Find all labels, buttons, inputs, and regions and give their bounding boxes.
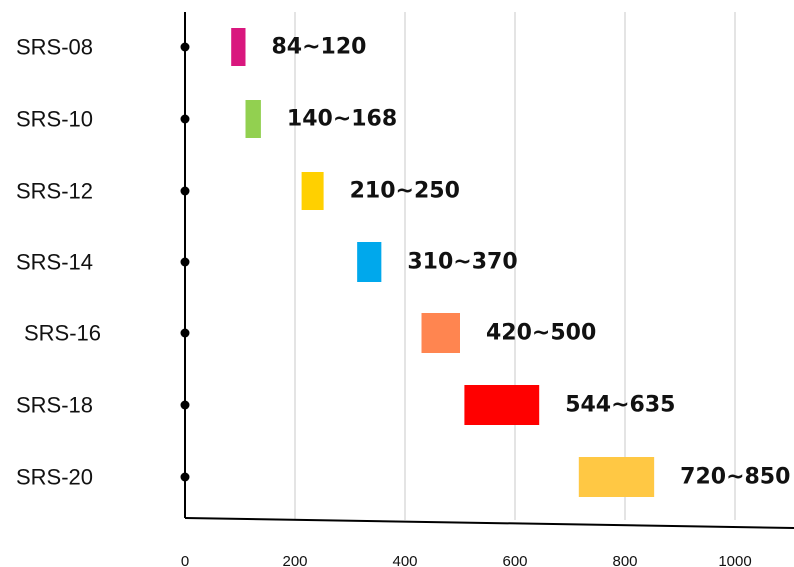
axis-markers <box>180 42 190 482</box>
category-label: SRS-12 <box>16 179 93 204</box>
category-label: SRS-08 <box>16 35 93 60</box>
range-label: 210~250 <box>350 179 460 204</box>
range-bar <box>464 385 540 425</box>
axis-dot <box>180 186 190 196</box>
category-label: SRS-16 <box>24 321 101 346</box>
axis-dot <box>180 42 190 52</box>
x-tick-label: 400 <box>392 553 417 567</box>
category-label: SRS-20 <box>16 465 93 490</box>
range-label: 310~370 <box>407 250 517 275</box>
range-label: 84~120 <box>272 35 367 60</box>
axis-dot <box>180 472 190 482</box>
gridlines <box>294 12 736 520</box>
axis-dot <box>180 328 190 338</box>
axis-dot <box>180 114 190 124</box>
x-tick-label: 0 <box>181 553 189 567</box>
range-bar <box>578 457 655 497</box>
x-tick-label: 1000 <box>718 553 751 567</box>
range-bar <box>357 242 382 282</box>
x-tick-labels: 0 200 400 600 800 1000 <box>181 553 752 567</box>
x-axis-line <box>184 517 794 529</box>
range-bar <box>245 100 261 138</box>
axis-dot <box>180 257 190 267</box>
range-labels: 84~120 140~168 210~250 310~370 420~500 544~63… <box>272 35 791 490</box>
x-tick-label: 800 <box>612 553 637 567</box>
range-label: 720~850 <box>680 465 790 490</box>
axis-dot <box>180 400 190 410</box>
range-bar <box>421 313 460 353</box>
range-label: 140~168 <box>287 107 397 132</box>
range-label: 420~500 <box>486 321 596 346</box>
category-label: SRS-10 <box>16 107 93 132</box>
range-bar <box>301 172 324 210</box>
category-label: SRS-18 <box>16 393 93 418</box>
range-label: 544~635 <box>565 393 675 418</box>
range-bars <box>231 28 655 497</box>
category-labels: SRS-08 SRS-10 SRS-12 SRS-14 SRS-16 SRS-18 SRS-… <box>16 35 101 490</box>
x-tick-label: 200 <box>282 553 307 567</box>
range-bar <box>231 28 246 66</box>
category-label: SRS-14 <box>16 250 93 275</box>
x-tick-label: 600 <box>502 553 527 567</box>
